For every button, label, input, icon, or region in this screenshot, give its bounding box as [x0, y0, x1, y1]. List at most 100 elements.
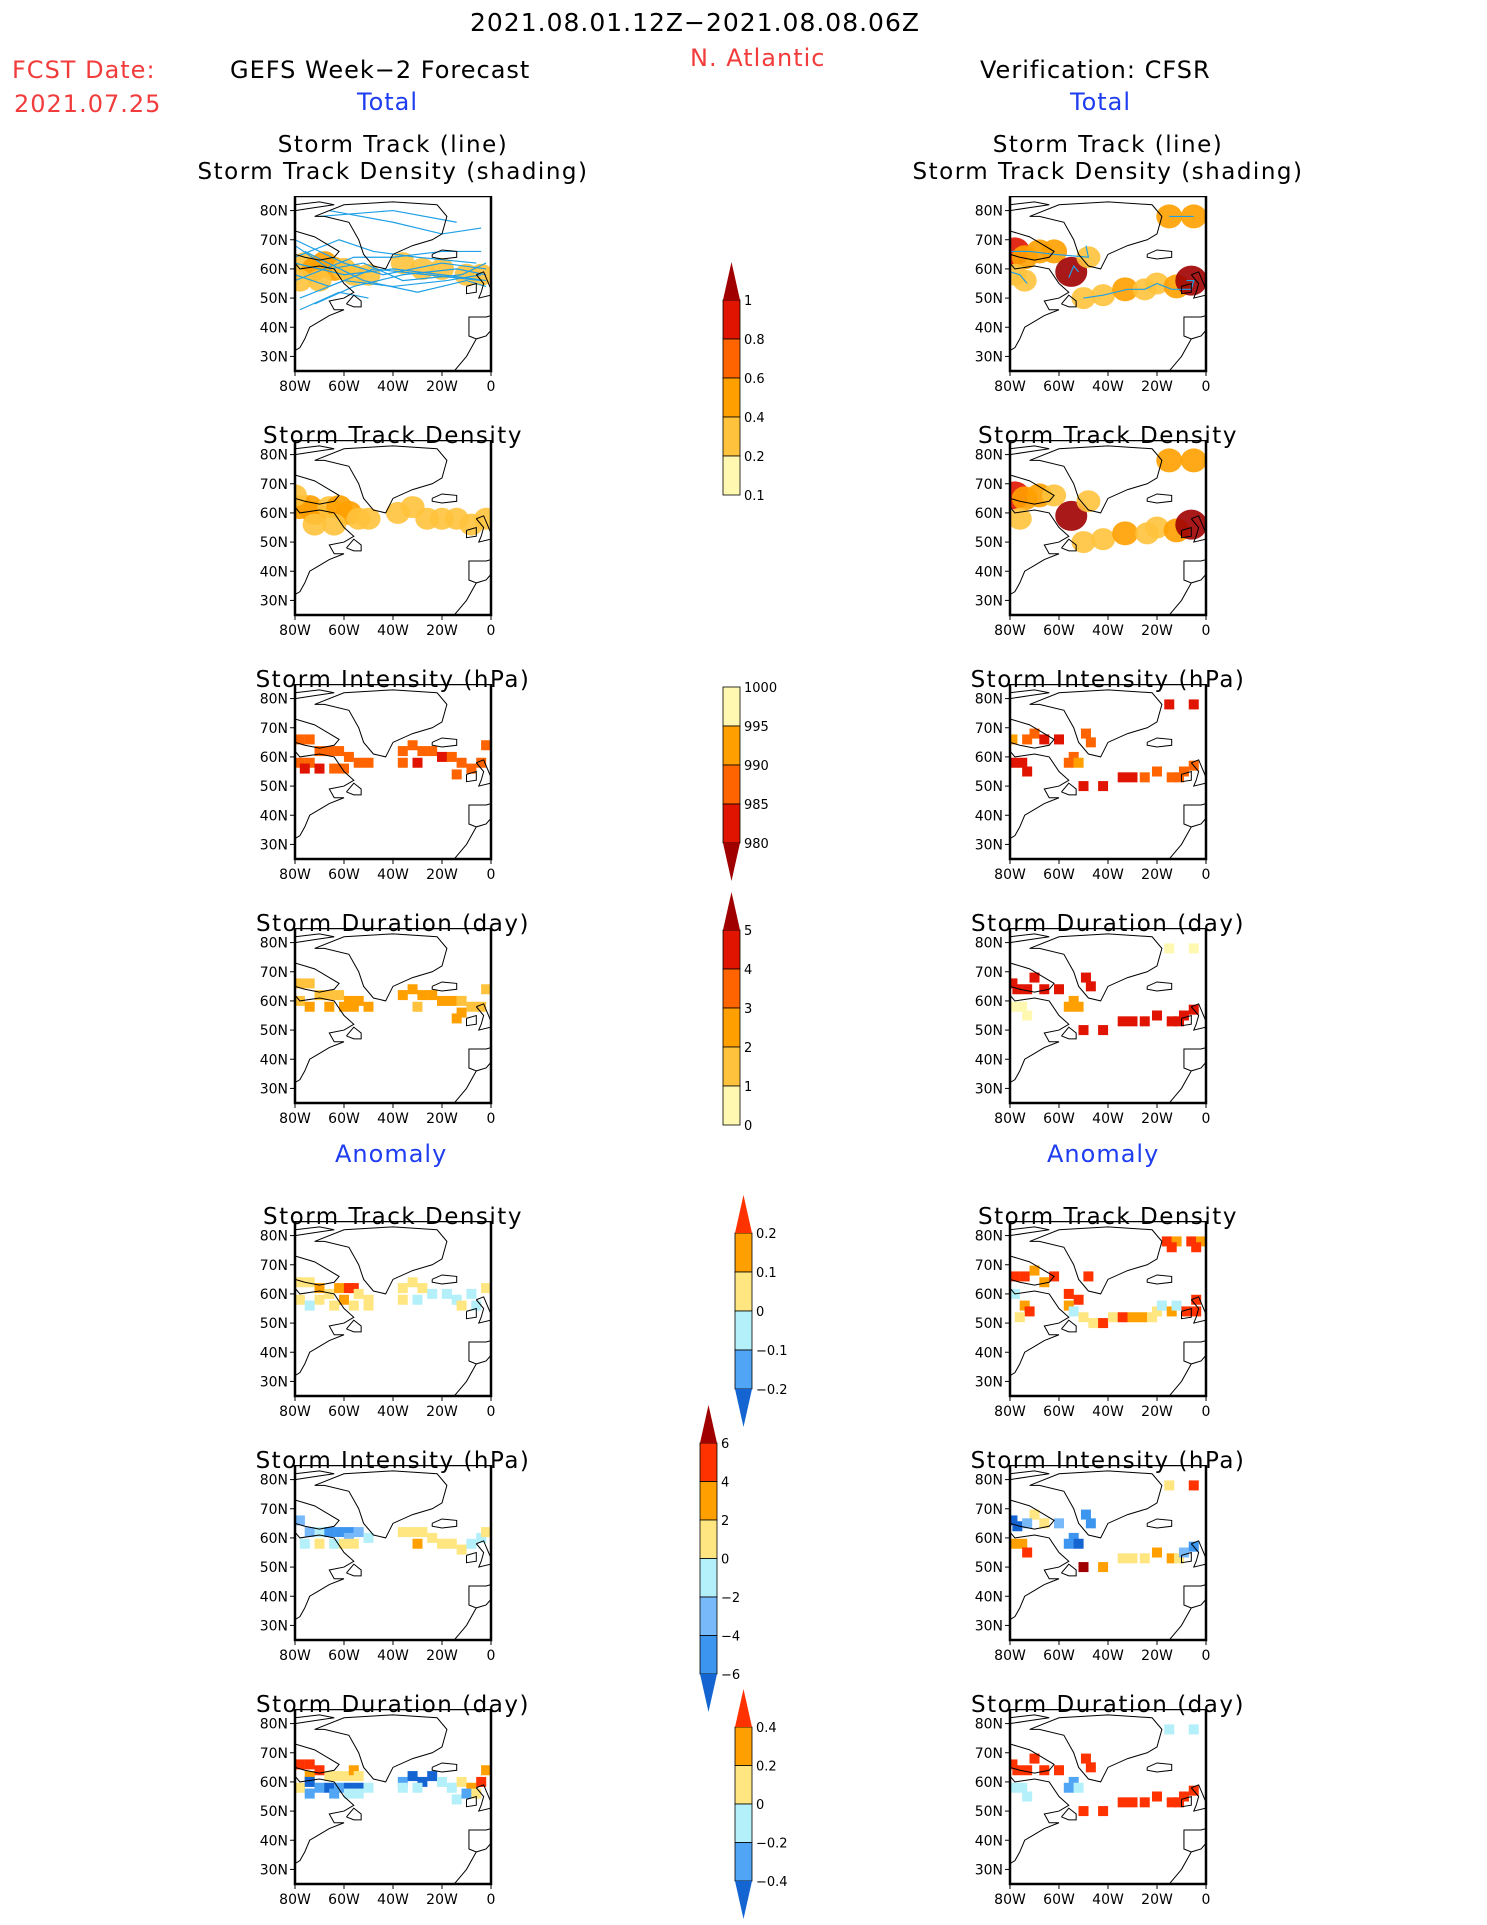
map-frame	[1008, 1465, 1208, 1642]
coastline	[314, 1470, 448, 1539]
map-frame	[1008, 684, 1208, 861]
coastline	[295, 445, 335, 456]
left-total-label: Total	[357, 88, 419, 116]
colorbar-top-extension	[723, 262, 740, 300]
gefs-total-density-map: 80N 70N 60N 50N 40N 30N 80W 60W 40W 20W 0	[260, 440, 495, 639]
data-cell	[299, 1538, 310, 1549]
map-frame	[1008, 928, 1208, 1105]
coastline	[1010, 1531, 1070, 1621]
colorbar-segment	[734, 1842, 753, 1882]
data-cell	[304, 1300, 315, 1311]
lon-tick-label: 80W	[994, 1648, 1026, 1664]
data-cell	[1107, 1312, 1118, 1323]
coastline	[1010, 506, 1070, 596]
data-cell	[1152, 766, 1162, 777]
lat-tick-label: 70N	[260, 1502, 288, 1518]
coastline	[1061, 1807, 1077, 1821]
coastline	[431, 1274, 458, 1285]
lon-tick-label: 60W	[1043, 623, 1075, 639]
lon-tick-label: 60W	[328, 867, 360, 883]
coastline	[346, 1319, 362, 1333]
lon-tick-label: 0	[1202, 623, 1211, 639]
lat-tick-label: 80N	[260, 448, 288, 464]
data-cell	[314, 763, 325, 774]
coastline	[346, 1026, 362, 1040]
coastline	[453, 1851, 477, 1884]
data-cell	[343, 1532, 354, 1543]
data-cell	[1139, 1016, 1150, 1027]
coastline	[1181, 1014, 1192, 1027]
coastline	[295, 750, 355, 840]
coastline	[1029, 1714, 1163, 1783]
data-cell	[417, 1527, 428, 1538]
data-cell	[343, 995, 354, 1006]
data-cell	[1188, 1480, 1199, 1491]
data-cell	[314, 1283, 325, 1294]
colorbar-segment	[722, 1007, 741, 1048]
data-cell	[1188, 699, 1199, 710]
lat-tick-label: 60N	[260, 750, 288, 766]
panel-title: Storm Track Density	[263, 1204, 523, 1230]
lat-tick-label: 80N	[975, 204, 1003, 220]
coastline	[475, 515, 491, 543]
data-cell	[1098, 1318, 1109, 1329]
lon-tick-label: 20W	[426, 1892, 458, 1908]
data-cell	[329, 1538, 340, 1549]
lat-tick-label: 30N	[975, 1081, 1003, 1097]
colorbar-segment	[722, 725, 741, 766]
data-cell	[1029, 1753, 1040, 1764]
data-cell	[397, 757, 408, 768]
lat-tick-label: 40N	[975, 1052, 1003, 1068]
data-cell	[441, 1288, 452, 1299]
data-cell	[314, 746, 325, 757]
colorbar-label: 2	[721, 1514, 729, 1529]
lat-tick-label: 30N	[260, 349, 288, 365]
data-cell	[1068, 751, 1079, 762]
data-cell	[1073, 1538, 1084, 1549]
lat-tick-label: 50N	[975, 535, 1003, 551]
lat-tick-label: 70N	[260, 477, 288, 493]
lon-tick-label: 60W	[1043, 867, 1075, 883]
coastline	[1190, 1296, 1206, 1324]
data-cell	[314, 1294, 325, 1305]
data-cell	[1127, 1312, 1138, 1323]
lat-tick-label: 40N	[260, 808, 288, 824]
colorbar-segment	[722, 455, 741, 496]
colorbar-label: −0.4	[756, 1875, 788, 1890]
coastline	[1190, 515, 1206, 543]
lat-tick-label: 30N	[975, 593, 1003, 609]
data-cell	[1029, 972, 1040, 983]
data-cell	[1010, 1538, 1018, 1549]
data-cell	[1174, 1553, 1185, 1564]
panel-title: Storm Duration (day)	[971, 911, 1245, 937]
colorbar-label: 1000	[744, 681, 777, 696]
lon-tick-label: 0	[487, 1111, 496, 1127]
data-cell	[304, 1527, 315, 1538]
panel-title: Storm Intensity (hPa)	[970, 1448, 1246, 1474]
data-cell	[481, 984, 491, 995]
lat-tick-label: 30N	[975, 1618, 1003, 1634]
data-cell	[1078, 1025, 1089, 1036]
lat-tick-label: 70N	[975, 965, 1003, 981]
data-cell	[1085, 1762, 1096, 1773]
data-cell	[1010, 978, 1018, 989]
coastline	[1168, 826, 1192, 859]
coastline	[431, 737, 458, 748]
data-cell	[295, 1515, 305, 1526]
lat-tick-label: 70N	[975, 233, 1003, 249]
data-cell	[353, 1288, 364, 1299]
coastline	[295, 1499, 340, 1530]
coastline	[1146, 493, 1173, 504]
data-cell	[1174, 1016, 1185, 1027]
colorbar-density_anom: 0.2 0.1 0 −0.1 −0.2	[734, 1195, 788, 1427]
data-cell	[1174, 1797, 1185, 1808]
colorbar-label: 1	[744, 294, 752, 309]
data-cell	[339, 1294, 349, 1305]
data-cell	[476, 1001, 487, 1012]
colorbar-bottom-extension	[735, 1389, 752, 1427]
colorbar-segment	[699, 1519, 718, 1559]
coastline	[1190, 271, 1206, 299]
coastline	[1010, 994, 1070, 1084]
colorbar-segment	[722, 803, 741, 844]
